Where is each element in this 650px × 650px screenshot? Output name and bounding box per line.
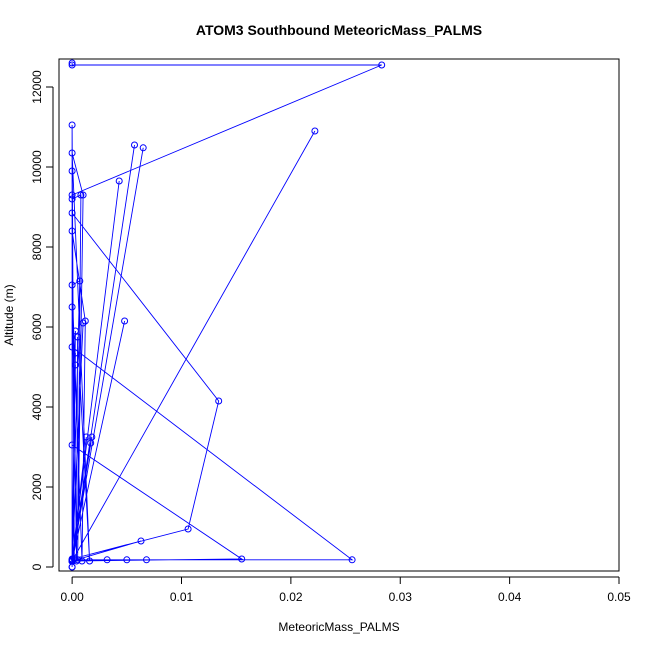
- x-tick-label: 0.05: [607, 590, 631, 604]
- x-axis: 0.00 0.01 0.02 0.03 0.04 0.05: [60, 576, 631, 604]
- data-point: [215, 397, 223, 405]
- data-point: [68, 209, 76, 217]
- data-point: [71, 361, 79, 369]
- data-point: [68, 343, 76, 351]
- data-point: [71, 327, 79, 335]
- data-point: [348, 556, 356, 564]
- data-point: [378, 61, 386, 69]
- data-point: [311, 127, 319, 135]
- data-point: [238, 555, 246, 563]
- data-point: [71, 349, 79, 357]
- x-tick-label: 0.02: [279, 590, 303, 604]
- y-tick-label: 0: [30, 563, 44, 570]
- data-point: [137, 537, 145, 545]
- y-tick-label: 10000: [30, 150, 44, 184]
- x-tick-label: 0.00: [60, 590, 84, 604]
- data-point: [78, 557, 86, 565]
- data-point: [103, 556, 111, 564]
- data-point: [68, 441, 76, 449]
- data-point: [68, 61, 76, 69]
- data-point: [68, 303, 76, 311]
- y-tick-label: 12000: [30, 70, 44, 104]
- series-line: [71, 63, 382, 567]
- x-tick-label: 0.04: [498, 590, 522, 604]
- y-axis: 0 2000 4000 6000 8000 10000 12000: [30, 70, 54, 570]
- y-tick-label: 6000: [30, 313, 44, 340]
- data-point: [79, 191, 87, 199]
- y-tick-label: 2000: [30, 473, 44, 500]
- data-point: [77, 191, 85, 199]
- data-point: [68, 59, 76, 67]
- plot-frame: [58, 58, 620, 572]
- data-point: [184, 525, 192, 533]
- data-point: [74, 333, 82, 341]
- x-tick-label: 0.01: [170, 590, 194, 604]
- data-point: [139, 144, 147, 152]
- data-point: [68, 121, 76, 129]
- y-tick-label: 4000: [30, 393, 44, 420]
- data-point: [68, 167, 76, 175]
- data-point: [143, 556, 150, 564]
- data-points: [68, 59, 386, 571]
- data-point: [86, 557, 94, 565]
- data-point: [123, 556, 131, 564]
- x-tick-label: 0.03: [389, 590, 413, 604]
- data-point: [68, 149, 76, 157]
- data-point: [115, 177, 123, 185]
- data-point: [81, 317, 89, 325]
- x-axis-label: MeteoricMass_PALMS: [278, 620, 399, 634]
- data-point: [68, 563, 76, 571]
- data-point: [88, 433, 96, 441]
- data-point: [68, 281, 76, 289]
- data-point: [131, 141, 138, 149]
- data-point: [68, 195, 76, 203]
- data-point: [68, 227, 76, 235]
- y-tick-label: 8000: [30, 233, 44, 260]
- data-point: [68, 191, 76, 199]
- data-point: [121, 317, 129, 325]
- data-point: [79, 319, 87, 327]
- series-line-group: [71, 63, 382, 567]
- chart-title: ATOM3 Southbound MeteoricMass_PALMS: [196, 22, 482, 38]
- y-axis-label: Altitude (m): [2, 284, 16, 345]
- data-point: [76, 277, 84, 285]
